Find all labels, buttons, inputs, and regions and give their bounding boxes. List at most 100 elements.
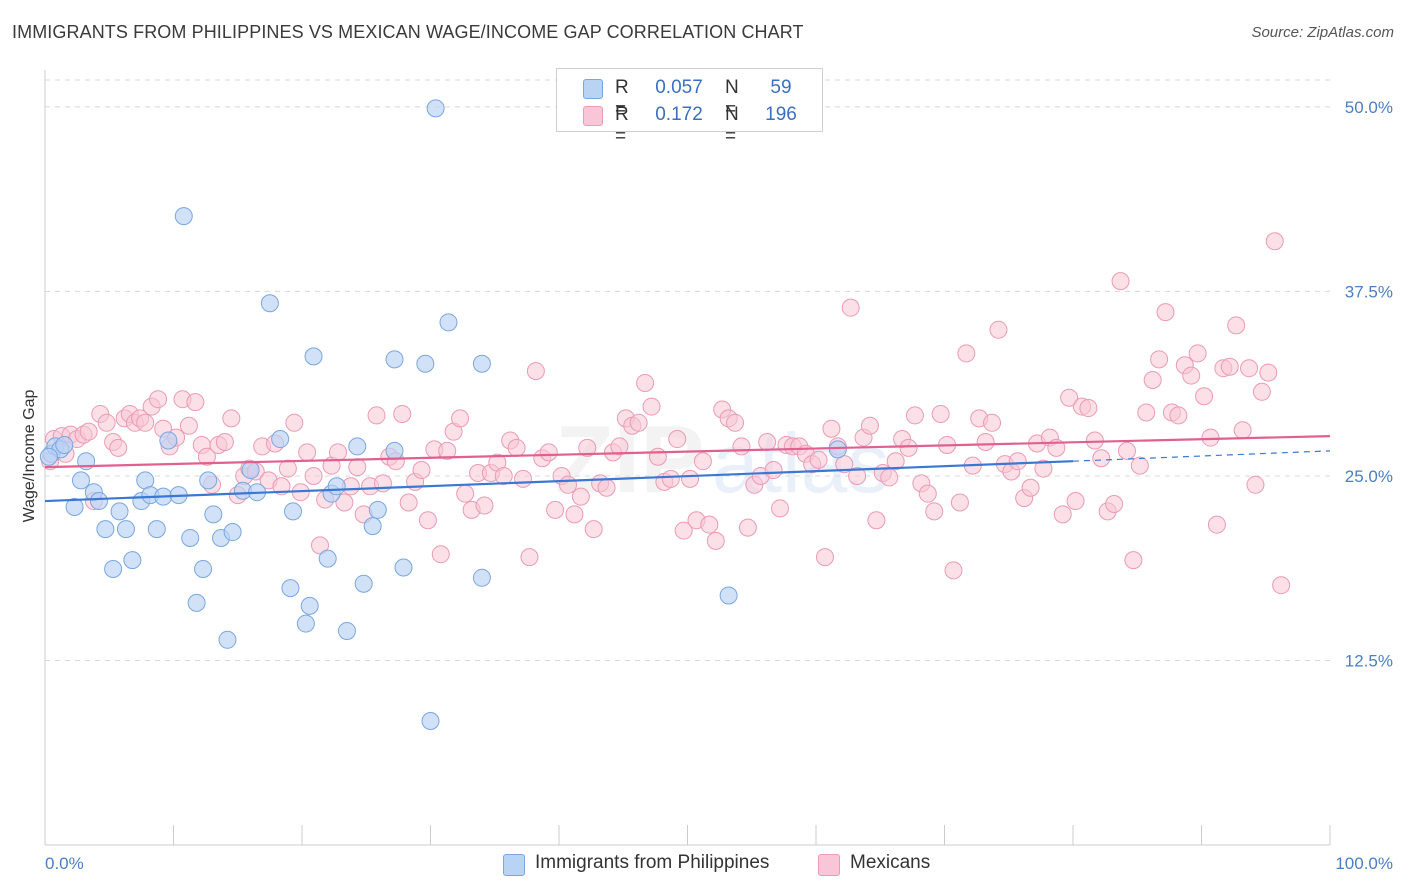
philippines-point: [223, 523, 242, 542]
mexicans-point: [539, 443, 558, 462]
mexicans-point: [373, 474, 392, 493]
mexicans-point: [674, 521, 693, 540]
source-label: Source: ZipAtlas.com: [1251, 24, 1394, 41]
chart-title: IMMIGRANTS FROM PHILIPPINES VS MEXICAN W…: [12, 22, 804, 42]
mexicans-point: [1233, 421, 1252, 440]
mexicans-point: [367, 406, 386, 425]
mexicans-point: [931, 404, 950, 423]
mexicans-point: [1066, 492, 1085, 511]
mexicans-point: [179, 416, 198, 435]
r-label: R =: [615, 77, 629, 120]
mexicans-point: [661, 469, 680, 488]
philippines-point: [421, 712, 440, 730]
mexicans-point: [1259, 363, 1278, 382]
y-tick-label: 50.0%: [1345, 98, 1393, 117]
philippines-point: [439, 313, 458, 332]
mexicans-point: [285, 413, 304, 432]
mexicans-point: [304, 466, 323, 485]
mexicans-point: [758, 433, 777, 451]
mexicans-point: [925, 502, 944, 521]
mexicans-point: [393, 404, 412, 423]
mexicans-point: [1060, 388, 1079, 407]
philippines-point: [199, 471, 218, 490]
mexicans-point: [1008, 452, 1027, 471]
mexicans-point: [215, 433, 234, 451]
mexicans-point: [983, 413, 1002, 432]
philippines-point: [241, 461, 260, 480]
mexicans-point: [706, 531, 725, 550]
mexicans-point: [1220, 357, 1239, 376]
series-legend: Immigrants from Philippines Mexicans: [0, 852, 1406, 878]
x-tick-label-max: 100.0%: [1335, 854, 1393, 873]
mexicans-point: [578, 438, 597, 457]
trend-lines: [44, 434, 1331, 503]
mexicans-point: [418, 511, 437, 530]
mexicans-point: [272, 477, 291, 496]
philippines-point: [181, 528, 200, 547]
philippines-point: [174, 207, 193, 226]
r-label: R =: [615, 104, 629, 147]
mexicans-point: [1117, 441, 1136, 460]
mexicans-point: [809, 450, 828, 469]
mexicans-point: [399, 493, 418, 512]
philippines-point: [337, 621, 356, 640]
mexicans-point: [822, 419, 841, 438]
mexicans-point: [1272, 576, 1291, 595]
mexicans-point: [899, 438, 918, 457]
mexicans-point: [700, 515, 719, 534]
mexicans-point: [726, 413, 745, 432]
philippines-point: [394, 558, 413, 577]
blue-swatch-icon: [583, 79, 603, 99]
philippines-point: [348, 437, 367, 456]
philippines-point: [300, 596, 319, 615]
mexicans-point: [732, 437, 751, 456]
philippines-point: [71, 471, 90, 490]
philippines-point: [368, 500, 387, 519]
mexicans-point: [456, 484, 475, 503]
mexicans-point: [328, 443, 347, 462]
y-tick-labels: 12.5% 25.0% 37.5% 50.0%: [1345, 98, 1393, 671]
mexicans-point: [886, 452, 905, 471]
mexicans-point: [944, 561, 963, 580]
x-tick-label-min: 0.0%: [45, 854, 84, 873]
mexicans-point: [764, 461, 783, 480]
philippines-point: [416, 354, 435, 373]
philippines-point: [318, 549, 337, 568]
mexicans-point: [642, 397, 661, 416]
mexicans-point: [1143, 371, 1162, 389]
mexicans-point: [1182, 366, 1201, 385]
mexicans-point: [1021, 478, 1040, 497]
y-tick-label: 12.5%: [1345, 651, 1393, 670]
mexicans-point: [989, 320, 1008, 339]
philippines-point: [194, 559, 213, 578]
philippines-point: [828, 440, 847, 459]
philippines-point: [104, 559, 123, 578]
legend-label-mexicans: Mexicans: [850, 852, 931, 873]
mexicans-point: [1265, 232, 1284, 251]
mexicans-point: [1156, 303, 1175, 322]
philippines-point: [296, 614, 315, 633]
y-axis-label: Wage/Income Gap: [21, 390, 38, 523]
mexicans-point: [310, 536, 329, 555]
y-tick-label: 25.0%: [1345, 467, 1393, 486]
mexicans-point: [976, 433, 995, 451]
philippines-point: [354, 574, 373, 593]
n-value: 59: [770, 77, 792, 98]
mexicans-point: [860, 416, 879, 435]
blue-swatch-icon: [503, 854, 525, 876]
philippines-point: [472, 354, 491, 373]
mexicans-point: [438, 441, 457, 460]
philippines-point: [304, 347, 323, 366]
philippines-point: [204, 505, 223, 524]
mexicans-point: [1195, 387, 1214, 406]
mexicans-point: [1085, 431, 1104, 450]
mexicans-point: [451, 409, 470, 428]
mexicans-point: [1150, 350, 1169, 369]
blue-points: [39, 99, 847, 730]
mexicans-point: [1034, 459, 1053, 478]
philippines-point: [39, 447, 58, 466]
mexicans-point: [335, 493, 354, 512]
philippines-point: [426, 99, 445, 118]
mexicans-point: [1130, 456, 1149, 475]
